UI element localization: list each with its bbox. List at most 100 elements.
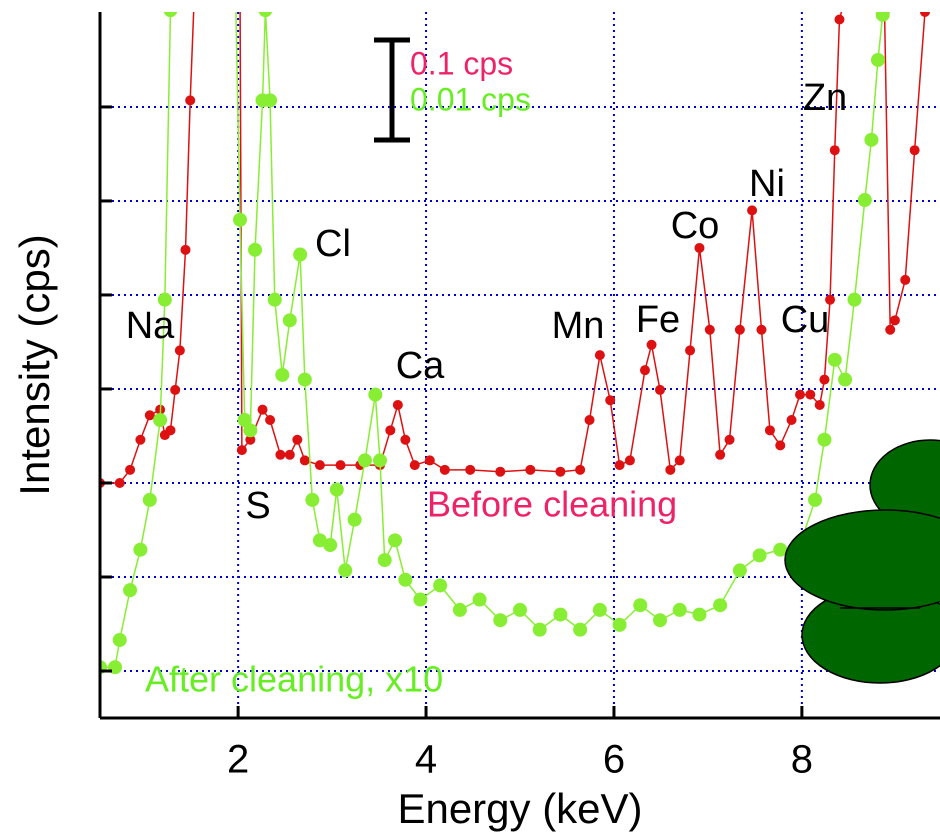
data-point (165, 425, 176, 436)
peak-label: Mn (552, 305, 605, 347)
data-point (864, 132, 879, 147)
peak-label: S (245, 485, 270, 527)
x-tick-label: 8 (791, 738, 813, 782)
series-label: Before cleaning (427, 484, 677, 525)
data-point (236, 445, 247, 456)
data-point (575, 464, 586, 475)
data-point (734, 324, 745, 335)
data-point (909, 145, 920, 156)
data-point (347, 512, 362, 527)
data-point (646, 339, 657, 350)
data-point (245, 434, 256, 445)
data-point (819, 374, 830, 385)
data-point (594, 350, 605, 361)
x-tick-label: 4 (415, 738, 437, 782)
data-point (592, 602, 607, 617)
data-point (433, 578, 448, 593)
data-point (875, 12, 890, 22)
data-point (267, 292, 282, 307)
data-point (114, 477, 125, 488)
data-point (409, 460, 420, 471)
data-point (513, 602, 527, 617)
data-point (398, 572, 413, 587)
data-point (275, 367, 290, 382)
data-point (889, 315, 900, 326)
peak-label: Ni (749, 163, 785, 205)
data-point (142, 492, 157, 507)
data-point (814, 399, 825, 410)
data-point (732, 563, 747, 578)
data-point (357, 453, 372, 468)
data-point (653, 613, 667, 628)
peak-label: Zn (803, 77, 847, 119)
series-line (100, 12, 926, 484)
data-point (724, 434, 735, 445)
blob (784, 509, 940, 611)
data-point (305, 492, 320, 507)
data-point (525, 464, 536, 475)
x-tick-label: 6 (603, 738, 625, 782)
axes (98, 12, 940, 720)
data-point (817, 432, 832, 447)
data-point (808, 492, 823, 507)
data-point (174, 345, 185, 356)
data-point (584, 414, 595, 425)
data-point (900, 274, 911, 285)
data-point (919, 12, 930, 17)
data-point (633, 598, 648, 613)
data-point (674, 455, 685, 466)
data-point (870, 52, 885, 67)
data-point (373, 453, 387, 468)
data-point (163, 12, 178, 18)
data-point (180, 244, 191, 255)
data-point (135, 434, 146, 445)
data-point (665, 464, 676, 475)
data-point (639, 365, 650, 376)
data-point (825, 294, 836, 305)
data-point (655, 384, 665, 395)
data-point (838, 372, 853, 387)
data-point (885, 324, 896, 335)
data-point (685, 345, 696, 356)
data-point (243, 423, 258, 438)
data-point (299, 455, 310, 466)
data-point (368, 387, 383, 402)
peak-label: Cu (781, 299, 830, 341)
data-point (752, 548, 767, 563)
data-point (847, 292, 862, 307)
data-point (133, 542, 148, 557)
decoration (784, 439, 940, 684)
data-point (314, 460, 325, 471)
data-point (573, 622, 588, 637)
data-point (258, 12, 273, 18)
plot-area (100, 12, 930, 675)
data-point (495, 466, 506, 477)
data-point (532, 622, 547, 637)
data-point (764, 425, 775, 436)
data-point (153, 412, 168, 427)
data-point (624, 455, 635, 466)
data-point (612, 617, 627, 632)
data-point (112, 632, 127, 647)
scale-label: 0.01 cps (410, 81, 531, 117)
peak-label: Cl (315, 223, 351, 265)
data-point (335, 460, 346, 471)
data-point (323, 538, 338, 553)
data-point (493, 613, 508, 628)
data-point (857, 193, 872, 208)
peak-label: Fe (636, 299, 680, 341)
data-point (424, 455, 435, 466)
data-point (338, 563, 353, 578)
data-point (297, 372, 312, 387)
data-point (275, 449, 286, 460)
data-point (377, 553, 392, 568)
data-point (170, 384, 181, 395)
data-point (692, 607, 707, 622)
data-point (472, 592, 487, 607)
data-point (827, 352, 842, 367)
peak-label: Ca (396, 345, 445, 387)
data-point (385, 425, 396, 436)
data-point (465, 464, 476, 475)
data-point (185, 95, 196, 106)
